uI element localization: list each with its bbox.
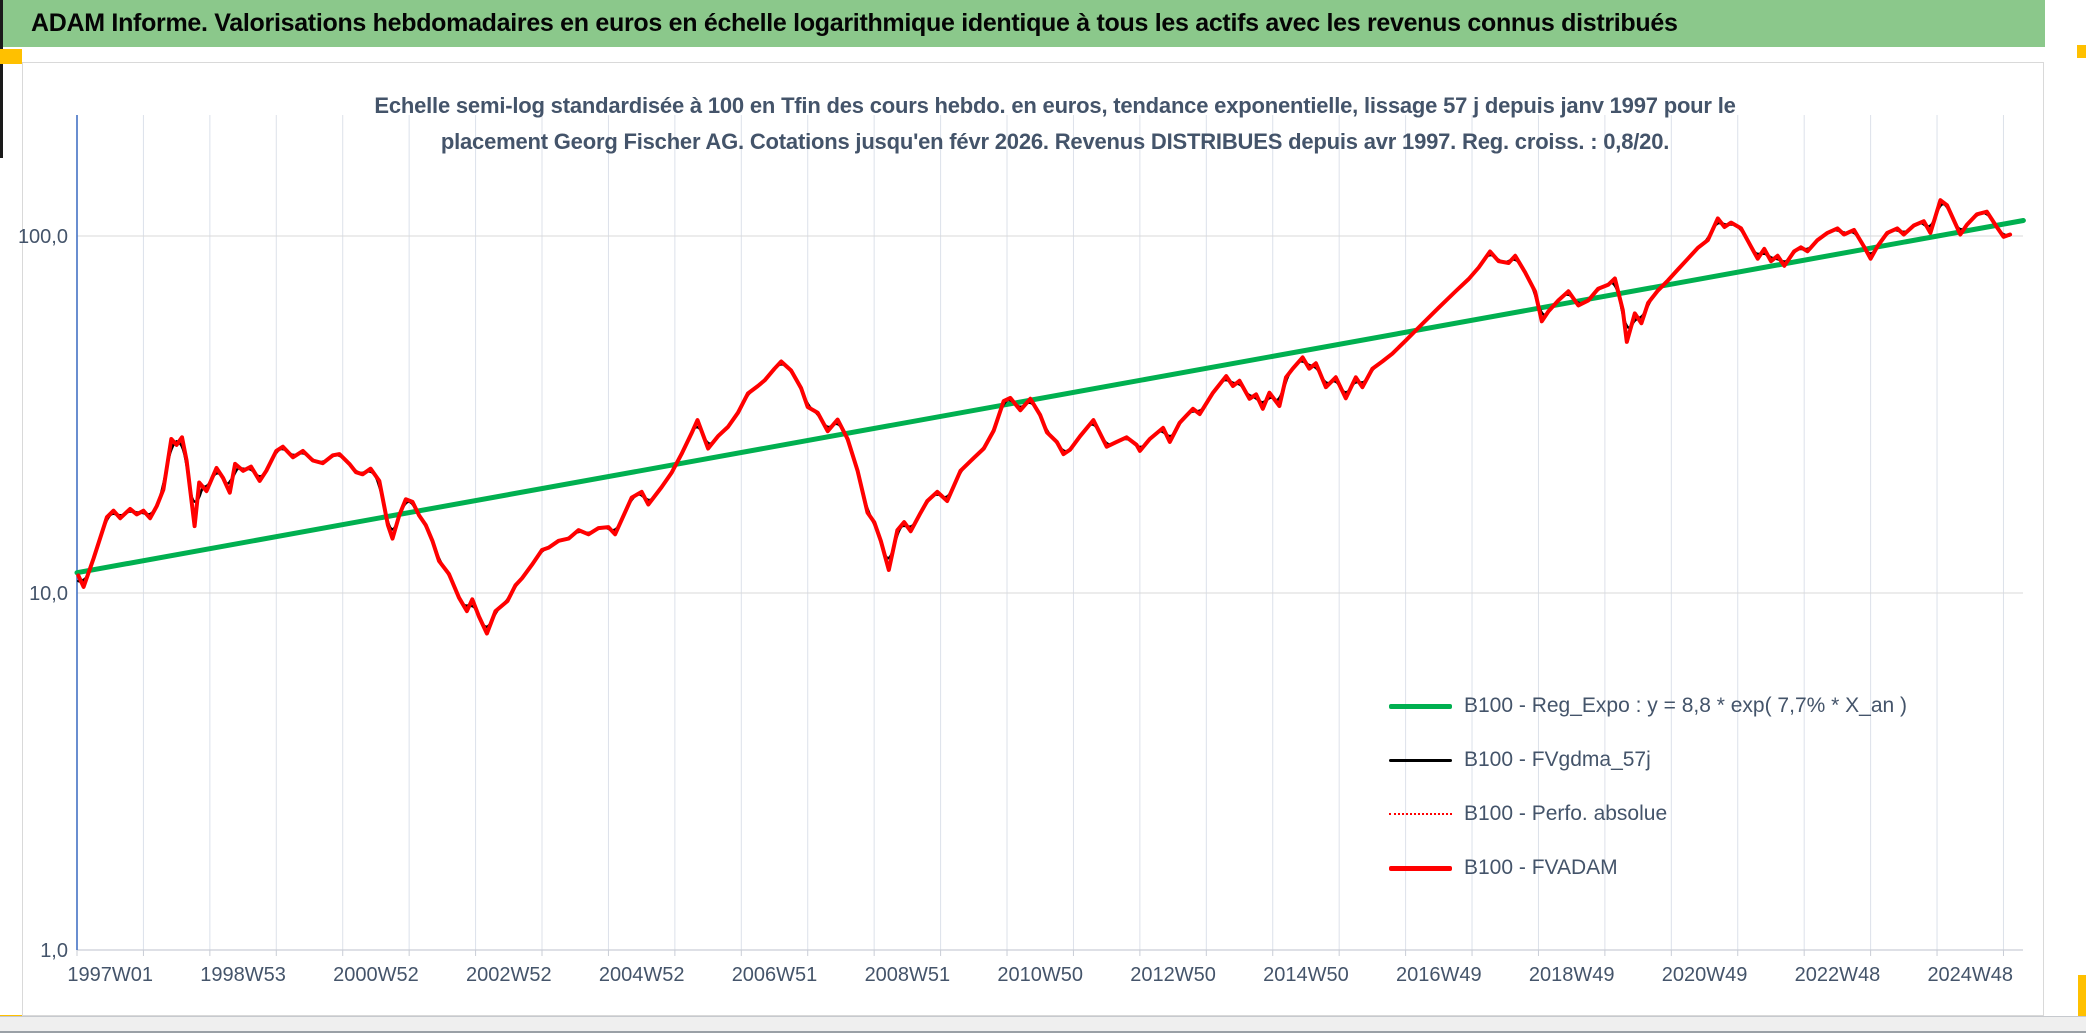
x-tick-label: 2008W51: [865, 964, 951, 986]
series-fvadam-line: [76, 198, 2013, 636]
accent-square-top-right: [2077, 45, 2086, 58]
x-tick-label: 2002W52: [466, 964, 552, 986]
legend-item-fvgdma[interactable]: B100 - FVgdma_57j: [1389, 733, 1907, 787]
x-tick-label: 2014W50: [1263, 964, 1349, 986]
x-tick-label: 2020W49: [1662, 964, 1748, 986]
legend-sample-fvadam: [1389, 865, 1452, 871]
chart-title: Echelle semi-log standardisée à 100 en T…: [290, 88, 1820, 160]
sheet-title: ADAM Informe. Valorisations hebdomadaire…: [31, 9, 1678, 37]
x-tick-label: 1997W01: [67, 964, 153, 986]
x-tick-label: 1998W53: [200, 964, 286, 986]
legend-item-reg_expo[interactable]: B100 - Reg_Expo : y = 8,8 * exp( 7,7% * …: [1389, 679, 1907, 733]
x-tick-label: 2018W49: [1529, 964, 1615, 986]
x-tick-label: 2016W49: [1396, 964, 1482, 986]
chart-title-line2: placement Georg Fischer AG. Cotations ju…: [440, 129, 1670, 154]
x-tick-label: 2012W50: [1130, 964, 1216, 986]
status-strip: [0, 1016, 2086, 1033]
x-tick-label: 2006W51: [732, 964, 818, 986]
series-fvgdma-line: [77, 202, 2012, 628]
x-tick-label: 2024W48: [1927, 964, 2013, 986]
legend-label-perfo: B100 - Perfo. absolue: [1464, 802, 1668, 825]
x-tick-label: 2004W52: [599, 964, 685, 986]
legend-label-fvadam: B100 - FVADAM: [1464, 856, 1618, 879]
sheet-title-bar: ADAM Informe. Valorisations hebdomadaire…: [0, 0, 2045, 47]
y-tick-label: 100,0: [18, 226, 68, 248]
series-perfo-line: [77, 199, 2011, 635]
accent-square-bottom-right: [2078, 975, 2086, 1016]
y-tick-label: 1,0: [40, 940, 68, 962]
legend-item-fvadam[interactable]: B100 - FVADAM: [1389, 841, 1907, 895]
legend-sample-perfo: [1389, 813, 1452, 815]
legend-item-perfo[interactable]: B100 - Perfo. absolue: [1389, 787, 1907, 841]
series-reg-expo-line: [74, 218, 2026, 576]
x-tick-label: 2000W52: [333, 964, 419, 986]
window-left-edge: [0, 0, 3, 158]
chart-object[interactable]: [22, 62, 2044, 1016]
chart-title-line1: Echelle semi-log standardisée à 100 en T…: [374, 93, 1736, 118]
legend-sample-fvgdma: [1389, 758, 1452, 762]
legend-label-fvgdma: B100 - FVgdma_57j: [1464, 748, 1651, 771]
y-tick-label: 10,0: [29, 583, 68, 605]
chart-legend: B100 - Reg_Expo : y = 8,8 * exp( 7,7% * …: [1389, 679, 1907, 895]
x-tick-label: 2010W50: [997, 964, 1083, 986]
accent-square-top-left: [0, 49, 22, 64]
legend-sample-reg_expo: [1389, 703, 1452, 709]
legend-label-reg_expo: B100 - Reg_Expo : y = 8,8 * exp( 7,7% * …: [1464, 694, 1908, 717]
x-tick-label: 2022W48: [1795, 964, 1881, 986]
series-group: [74, 198, 2026, 636]
